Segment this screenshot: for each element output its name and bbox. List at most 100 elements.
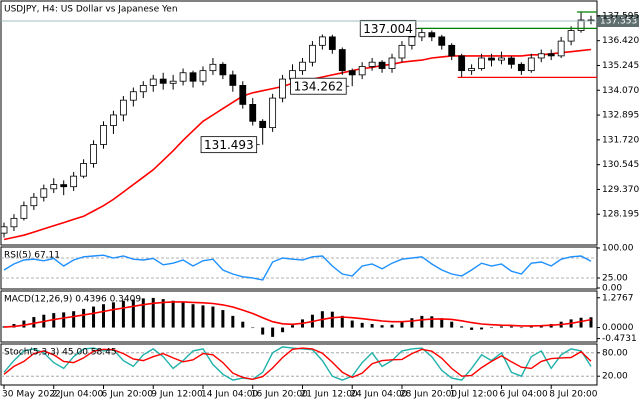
price-box [597,14,639,27]
histogram-bar [151,297,155,328]
candle-body [100,125,107,145]
candle-body [219,63,227,76]
candle-body [159,78,167,84]
candle-body [189,72,197,82]
candle-body [0,226,8,234]
candle-body [110,114,117,126]
candle-body [209,63,217,72]
histogram-bar [450,321,454,328]
candle-body [30,196,38,207]
y-tick-label: 0.0000 [602,323,634,333]
histogram-bar [111,302,115,328]
histogram-bar [101,304,105,328]
candle-body [408,36,416,46]
y-tick-label: 80.00 [602,348,628,358]
histogram-bar [589,317,593,328]
x-tick-label: 21 Jun 12:00 [300,390,357,400]
histogram-bar [380,325,384,328]
histogram-bar [251,327,255,329]
histogram-bar [440,318,444,328]
histogram-bar [161,299,165,328]
candle-body [60,184,68,188]
histogram-bar [291,325,295,328]
histogram-bar [350,320,354,328]
x-tick-label: 14 Jun 04:00 [201,390,258,400]
histogram-bar [191,304,195,328]
histogram-bar [32,317,36,328]
candle-body [567,30,575,42]
histogram-bar [82,308,86,328]
candle-body [269,97,277,129]
y-tick-label: 129.370 [602,185,639,195]
y-tick-label: 128.195 [602,210,639,220]
x-tick-label: 28 Jun 20:00 [400,390,457,400]
histogram-bar [141,298,145,328]
x-tick-label: 6 Jun 20:00 [101,390,153,400]
candle-body [299,61,306,72]
panel-frame [0,290,598,343]
candle-body [358,66,366,76]
histogram-bar [400,321,404,328]
histogram-bar [499,326,503,328]
panel-frame [0,246,598,290]
panel-title: RSI(5) 67.11 [4,251,60,261]
histogram-bar [509,326,513,328]
histogram-bar [470,327,474,330]
histogram-bar [221,310,225,328]
candle-body [70,175,78,188]
x-tick-label: 1 Jul 12:00 [450,390,499,400]
histogram-bar [231,315,235,328]
histogram-bar [181,301,185,328]
candle-body [199,70,207,82]
y-tick-label: 136.420 [602,36,639,46]
histogram-bar [430,316,434,328]
candle-body [90,144,97,164]
histogram-bar [330,311,334,328]
candle-body [50,184,58,190]
candle-body [318,36,326,46]
candle-body [527,57,535,72]
candle-body [119,99,127,116]
price-label: 137.353 [600,16,637,26]
candle-body [139,85,147,93]
candle-body [398,44,406,59]
candle-body [229,74,237,86]
candle-body [577,19,585,31]
candle-body [498,57,505,61]
x-tick-label: 9 Jun 12:00 [151,390,203,400]
panel-frame [0,0,598,246]
candle-body [328,36,336,50]
candle-body [557,40,565,57]
signal-line [3,301,592,328]
candle-body [428,32,436,38]
candle-body [179,72,187,82]
candle-body [149,78,157,86]
candle-body [40,188,48,198]
candle-body [458,55,466,72]
histogram-bar [271,327,275,337]
candle-body [20,205,28,219]
candle-body [547,53,555,57]
histogram-bar [410,318,414,328]
candle-body [537,53,545,59]
x-tick-label: 8 Jul 20:00 [549,390,598,400]
candle-body [418,32,426,38]
candle-body [80,163,87,177]
candle-body [517,63,525,72]
candle-body [259,120,267,129]
indicator-line [3,347,592,381]
annotation-label: 131.493 [204,138,254,152]
y-tick-label: 137.595 [602,11,639,21]
candle-body [468,68,476,72]
x-tick-label: 16 Jun 20:00 [251,390,308,400]
x-tick-label: 6 Jul 04:00 [499,390,548,400]
candle-body [169,80,177,84]
candle-body [488,57,495,61]
y-tick-label: 135.245 [602,61,639,71]
annotation-label: 134.262 [294,80,344,94]
candle-body [438,36,446,46]
y-tick-label: 131.720 [602,135,639,145]
panel-title: USDJPY, H4: US Dollar vs Japanese Yen [4,5,178,15]
